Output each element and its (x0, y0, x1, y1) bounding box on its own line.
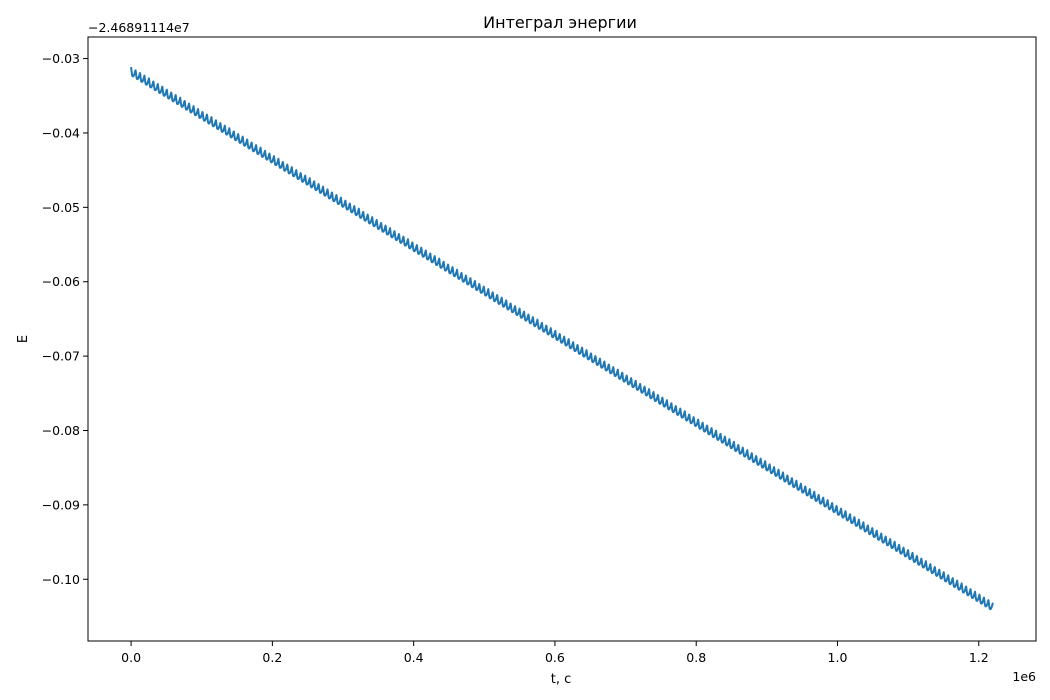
chart-title: Интеграл энергии (483, 13, 637, 32)
plot-area (87, 36, 1037, 642)
x-axis-offset-text: 1e6 (1012, 669, 1036, 684)
x-axis-label: t, c (551, 672, 572, 687)
y-axis-offset-text: −2.46891114e7 (88, 20, 190, 35)
x-tick-label: 0.6 (545, 650, 565, 665)
y-axis: −0.03 −0.04 −0.05 −0.06 −0.07 −0.08 −0.09 −0.10 (42, 51, 88, 587)
y-tick-label: −0.05 (42, 200, 80, 215)
energy-series-line (130, 67, 994, 611)
x-tick-label: 0.4 (404, 650, 424, 665)
y-tick-label: −0.10 (42, 572, 80, 587)
y-tick-label: −0.04 (42, 125, 80, 140)
x-tick-label: 1.2 (969, 650, 989, 665)
x-axis: 0.0 0.2 0.4 0.6 0.8 1.0 1.2 (121, 641, 989, 665)
x-tick-label: 0.8 (686, 650, 706, 665)
y-axis-label: E (16, 335, 31, 343)
x-tick-label: 0.2 (262, 650, 282, 665)
y-tick-label: −0.09 (42, 497, 80, 512)
y-tick-label: −0.07 (42, 349, 80, 364)
y-tick-label: −0.08 (42, 423, 80, 438)
y-tick-label: −0.06 (42, 274, 80, 289)
y-tick-label: −0.03 (42, 51, 80, 66)
x-tick-label: 0.0 (121, 650, 141, 665)
x-tick-label: 1.0 (828, 650, 848, 665)
